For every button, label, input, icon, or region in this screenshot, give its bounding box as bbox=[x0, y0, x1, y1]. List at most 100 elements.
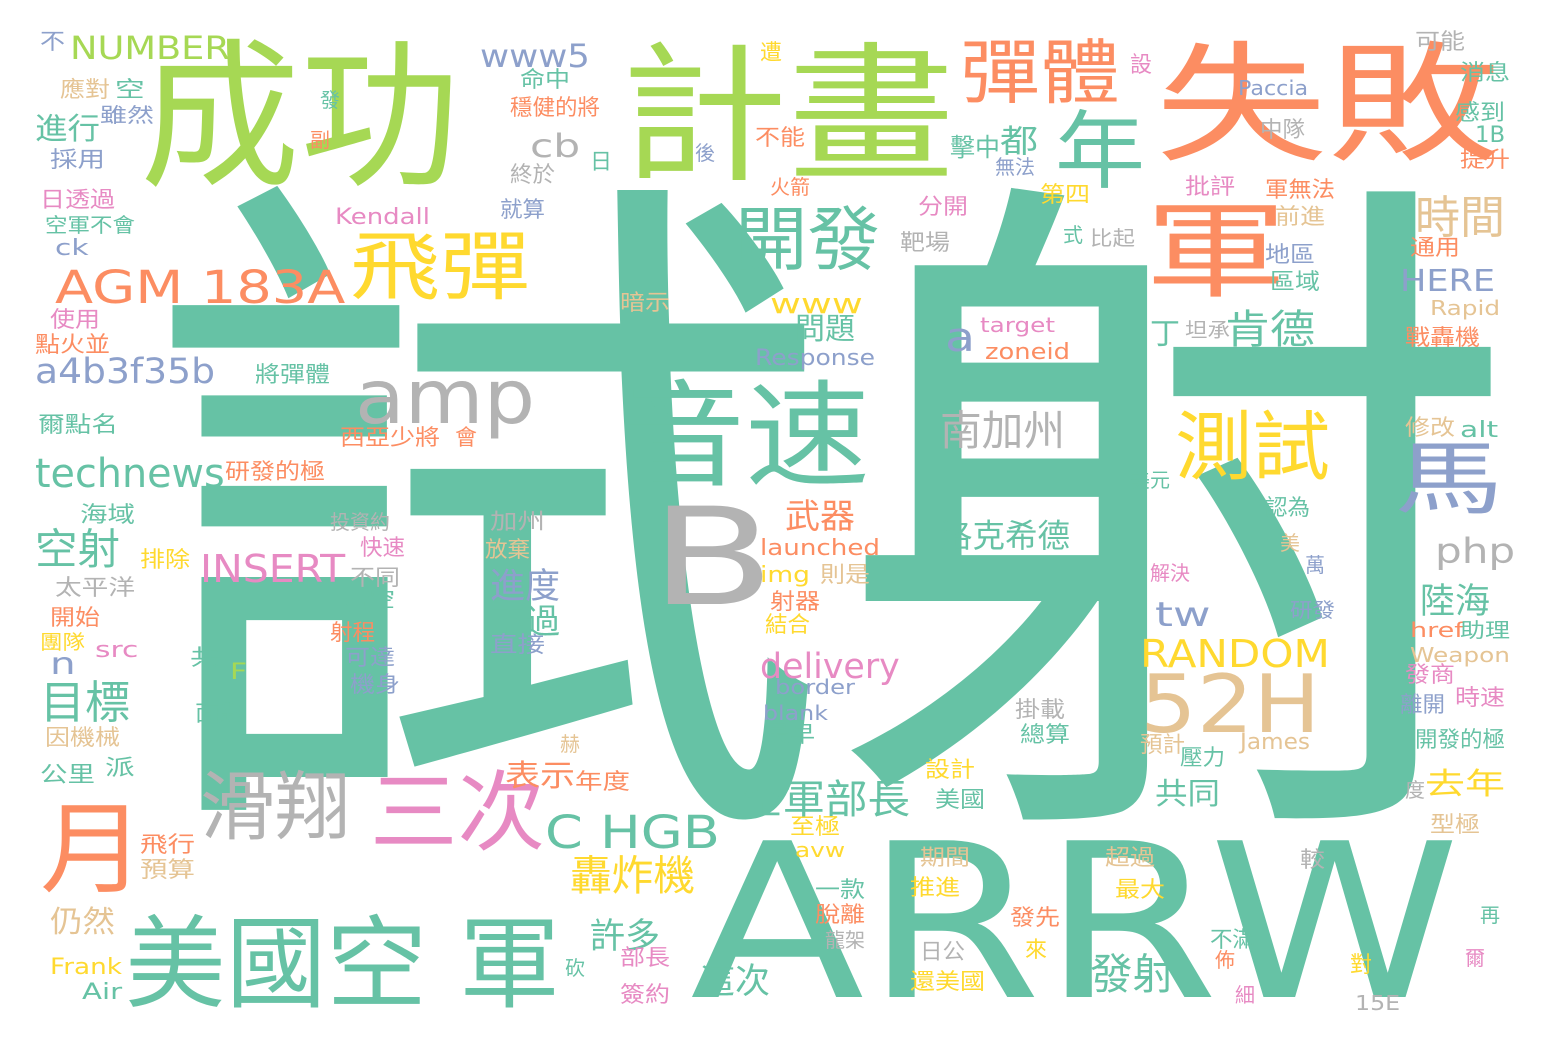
cloud-word: 區域 bbox=[1270, 270, 1321, 295]
cloud-word: 轟炸機 bbox=[570, 851, 696, 900]
cloud-word: 副 bbox=[310, 128, 330, 152]
cloud-word: 試射 bbox=[140, 128, 1520, 926]
cloud-word: 掛載 bbox=[1015, 698, 1066, 723]
cloud-word: 感到 bbox=[1455, 101, 1506, 126]
cloud-word: 時速 bbox=[1455, 686, 1506, 711]
cloud-word: Rapid bbox=[1430, 296, 1501, 320]
cloud-word: 15E bbox=[1355, 991, 1401, 1015]
cloud-word: 成功 bbox=[140, 24, 461, 211]
cloud-word: 陸海 bbox=[1420, 582, 1491, 622]
cloud-word: 爾 bbox=[1465, 946, 1485, 970]
cloud-word: 應對 bbox=[60, 78, 111, 103]
cloud-word: 較 bbox=[1300, 848, 1326, 873]
cloud-word: 至極 bbox=[790, 815, 841, 840]
cloud-word: launched bbox=[760, 536, 881, 561]
cloud-word: 表示 bbox=[505, 759, 576, 794]
cloud-word: 去年 bbox=[1425, 767, 1505, 802]
cloud-word: 年度 bbox=[575, 770, 631, 795]
cloud-word: F bbox=[230, 660, 248, 685]
cloud-word: www bbox=[770, 287, 863, 320]
cloud-word: 測試 bbox=[1175, 403, 1330, 491]
cloud-word: 度 bbox=[1405, 778, 1425, 802]
cloud-word: amp bbox=[355, 353, 536, 441]
cloud-word: Frank bbox=[50, 955, 122, 980]
cloud-word: 飛行 bbox=[140, 833, 196, 858]
cloud-word: 佈 bbox=[1215, 948, 1235, 972]
cloud-word: 通用 bbox=[1410, 236, 1461, 261]
cloud-word: 不同 bbox=[350, 566, 401, 591]
cloud-word: delivery bbox=[760, 647, 900, 687]
cloud-word: 還美國 bbox=[910, 970, 985, 995]
cloud-word: Kendall bbox=[335, 205, 430, 230]
cloud-word: 因機械 bbox=[45, 726, 120, 751]
cloud-word: a4b3f35b bbox=[35, 352, 215, 392]
cloud-word: 音速 bbox=[620, 370, 871, 504]
cloud-word: Paccia bbox=[1238, 76, 1309, 100]
cloud-word: 型極 bbox=[1430, 813, 1481, 838]
cloud-word: 快速 bbox=[360, 536, 406, 561]
cloud-word: blank bbox=[763, 701, 828, 725]
cloud-word: 則是 bbox=[820, 563, 871, 588]
cloud-word: 美 bbox=[1280, 531, 1300, 555]
cloud-word: 離開 bbox=[1400, 693, 1446, 718]
cloud-word: 來 bbox=[1025, 938, 1048, 963]
cloud-word: 前進 bbox=[1275, 205, 1326, 230]
cloud-word: NUMBER bbox=[70, 29, 230, 67]
cloud-word: 預算 bbox=[140, 858, 196, 883]
cloud-word: 三次 bbox=[370, 762, 546, 864]
cloud-word: 對 bbox=[1350, 953, 1373, 978]
cloud-word: 進行 bbox=[35, 112, 100, 147]
cloud-word: a bbox=[945, 315, 976, 361]
cloud-word: 目標 bbox=[40, 676, 131, 729]
cloud-word: 不 bbox=[40, 30, 66, 55]
cloud-word: 細 bbox=[1235, 983, 1255, 1007]
cloud-word: 無法 bbox=[995, 155, 1035, 179]
cloud-word: 開發的極 bbox=[1415, 728, 1506, 753]
cloud-word: 修改 bbox=[1405, 416, 1456, 441]
cloud-word: 共同 bbox=[1155, 777, 1220, 812]
cloud-word: technews bbox=[35, 451, 225, 497]
cloud-word: 發射 bbox=[1090, 951, 1176, 1000]
cloud-word: 美元 bbox=[1130, 468, 1170, 492]
cloud-word: 直接 bbox=[490, 633, 546, 658]
cloud-word: 採用 bbox=[50, 148, 106, 173]
cloud-word: 將彈體 bbox=[255, 363, 330, 388]
cloud-word: 式 bbox=[1063, 223, 1083, 247]
cloud-word: INSERT bbox=[200, 547, 346, 591]
cloud-word: 肯德 bbox=[1225, 307, 1315, 353]
cloud-word: 空射 bbox=[35, 526, 121, 575]
cloud-word: 批評 bbox=[1185, 175, 1236, 200]
cloud-word: 月 bbox=[40, 791, 145, 908]
cloud-word: 公里 bbox=[40, 763, 96, 788]
cloud-word: 最早 bbox=[765, 723, 816, 748]
cloud-word: 結合 bbox=[765, 613, 811, 638]
cloud-word: 使用 bbox=[50, 308, 101, 333]
cloud-word: B bbox=[650, 479, 776, 636]
cloud-word: ARRW bbox=[690, 797, 1461, 1048]
cloud-word: 暗示 bbox=[620, 291, 671, 316]
cloud-word: 超過 bbox=[1105, 846, 1156, 871]
cloud-word: 射程 bbox=[330, 621, 376, 646]
cloud-word: php bbox=[1435, 532, 1516, 572]
cloud-word: HERE bbox=[1400, 264, 1496, 299]
cloud-word: 發 bbox=[320, 88, 340, 112]
cloud-word: 面對 bbox=[195, 702, 246, 727]
cloud-word: 坦承 bbox=[1185, 318, 1230, 342]
cloud-word: Response bbox=[755, 346, 876, 371]
cloud-word: 武器 bbox=[785, 497, 855, 537]
cloud-word: Weapon bbox=[1410, 643, 1511, 667]
cloud-word: 放棄 bbox=[485, 538, 531, 563]
cloud-word: C HGB bbox=[545, 806, 720, 859]
cloud-word: 海域 bbox=[80, 503, 136, 528]
cloud-word: 加州 bbox=[490, 510, 546, 535]
cloud-word: 滑翔 bbox=[200, 763, 351, 851]
cloud-word: href bbox=[1410, 618, 1464, 642]
cloud-word: 軍無法 bbox=[1265, 178, 1336, 203]
cloud-word: RANDOM bbox=[1140, 632, 1330, 676]
cloud-word: 脫離 bbox=[815, 903, 866, 928]
cloud-word: 設 bbox=[1130, 53, 1153, 78]
cloud-word: 推進 bbox=[910, 876, 961, 901]
cloud-word: 洛克希德 bbox=[940, 517, 1071, 555]
cloud-word: 雖然 bbox=[100, 103, 154, 127]
cloud-word: ck bbox=[55, 236, 89, 261]
